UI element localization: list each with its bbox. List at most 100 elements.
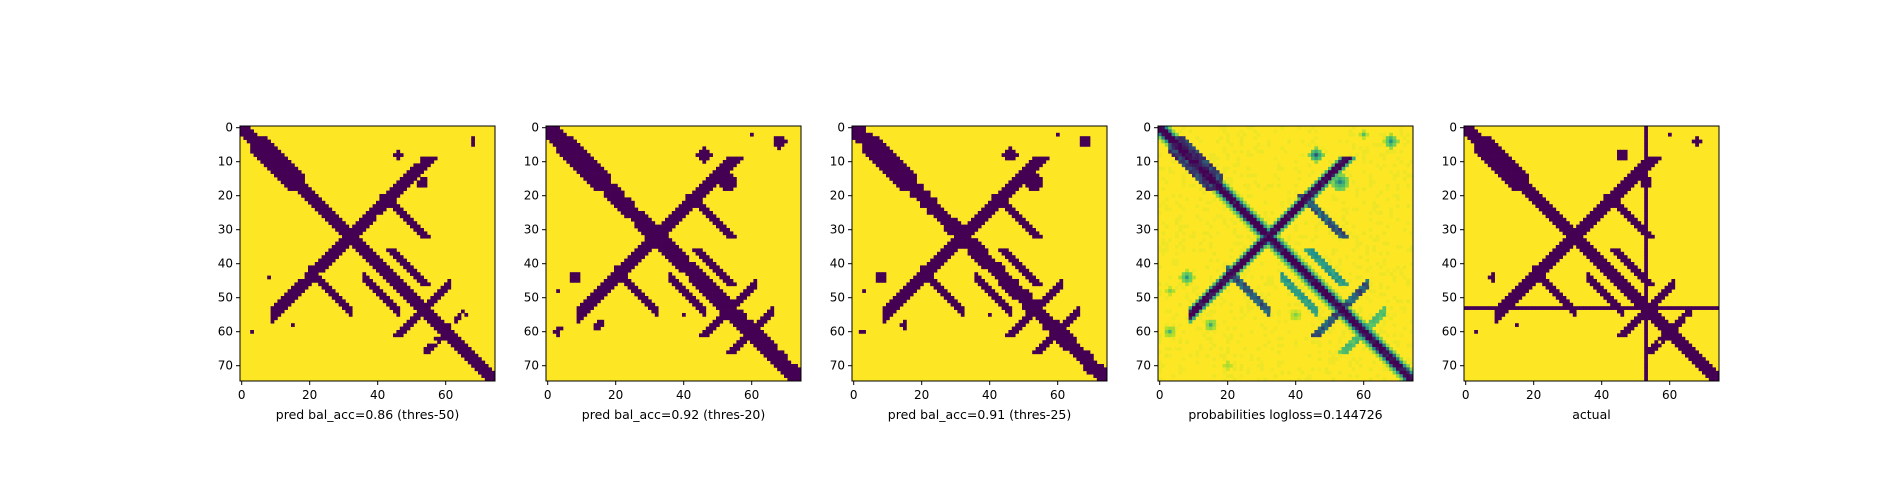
heatmap-cell: [1222, 275, 1227, 280]
heatmap-cell: [423, 313, 428, 317]
heatmap-cell: [1232, 275, 1237, 280]
heatmap-cell: [338, 302, 343, 307]
heatmap-cell: [1300, 248, 1305, 253]
heatmap-cell: [393, 197, 397, 202]
heatmap-cell: [389, 190, 394, 195]
heatmap-cell: [661, 231, 666, 236]
heatmap-cell: [1297, 204, 1302, 208]
heatmap-cell: [610, 194, 615, 198]
heatmap-cell: [882, 279, 887, 283]
heatmap-cell: [1280, 217, 1285, 222]
heatmap-cell: [892, 177, 897, 181]
heatmap-cell: [447, 285, 452, 290]
heatmap-cell: [1382, 306, 1387, 310]
heatmap-cell: [1338, 183, 1342, 188]
heatmap-cell: [1402, 367, 1407, 372]
heatmap-cell: [950, 231, 955, 236]
heatmap-cell: [882, 143, 887, 147]
heatmap-cell: [240, 126, 244, 130]
heatmap-cell: [1464, 126, 1468, 130]
heatmap-cell: [886, 306, 890, 310]
heatmap-cell: [644, 238, 649, 242]
heatmap-cell: [1348, 160, 1353, 164]
heatmap-cell: [1222, 367, 1227, 372]
heatmap-cell: [1260, 302, 1264, 307]
heatmap-cell: [610, 275, 615, 280]
heatmap-cell: [716, 173, 720, 178]
heatmap-cell: [903, 183, 907, 188]
heatmap-cell: [1192, 156, 1196, 161]
heatmap-cell: [1511, 180, 1516, 185]
heatmap-cell: [1236, 160, 1240, 164]
heatmap-cell: [427, 319, 431, 324]
heatmap-cell: [566, 156, 571, 161]
heatmap-cell: [736, 323, 741, 327]
heatmap-cell: [998, 262, 1002, 266]
heatmap-cell: [597, 170, 601, 174]
heatmap-cell: [1205, 207, 1210, 212]
heatmap-cell: [1623, 183, 1628, 188]
heatmap-cell: [787, 370, 792, 375]
heatmap-cell: [1175, 156, 1179, 161]
heatmap-cell: [971, 241, 975, 246]
heatmap-cell: [1304, 377, 1308, 382]
heatmap-cell: [1647, 156, 1652, 161]
heatmap-cell: [1022, 217, 1026, 222]
heatmap-cell: [709, 217, 713, 222]
heatmap-cell: [393, 187, 397, 191]
heatmap-cell: [365, 211, 370, 215]
heatmap-cell: [954, 231, 958, 236]
heatmap-cell: [549, 139, 554, 144]
heatmap-cell: [1195, 326, 1200, 331]
heatmap-cell: [974, 258, 979, 263]
heatmap-cell: [365, 217, 370, 222]
heatmap-cell: [1192, 183, 1196, 188]
heatmap-cell: [1321, 221, 1325, 225]
heatmap-cell: [1341, 173, 1346, 178]
heatmap-cell: [1161, 139, 1166, 144]
heatmap-cell: [1090, 360, 1094, 365]
heatmap-cell: [1212, 292, 1217, 297]
heatmap-cell: [328, 214, 333, 219]
heatmap-cell: [879, 275, 883, 280]
heatmap-cell: [1249, 217, 1254, 222]
heatmap-cell: [1518, 170, 1523, 174]
heatmap-cell: [631, 217, 635, 222]
heatmap-cell: [410, 292, 414, 297]
heatmap-cell: [1249, 211, 1254, 215]
heatmap-cell: [260, 156, 265, 161]
y-tick-label: 50: [524, 291, 539, 305]
heatmap-cell: [1079, 143, 1084, 147]
heatmap-cell: [1644, 153, 1648, 157]
heatmap-cell: [481, 364, 486, 368]
heatmap-cell: [716, 323, 720, 327]
heatmap-cell: [1015, 180, 1019, 185]
heatmap-cell: [556, 330, 560, 334]
heatmap-cell: [1304, 282, 1308, 287]
heatmap-cell: [1260, 217, 1264, 222]
heatmap-cell: [756, 340, 761, 344]
heatmap-cell: [1317, 282, 1322, 287]
heatmap-cell: [882, 319, 887, 324]
heatmap-cell: [1300, 194, 1305, 198]
heatmap-cell: [1198, 163, 1203, 168]
heatmap-cell: [1338, 347, 1342, 351]
heatmap-cell: [1164, 241, 1169, 246]
heatmap-cell: [1508, 163, 1512, 168]
heatmap-cell: [1477, 136, 1482, 140]
heatmap-cell: [1328, 296, 1332, 300]
heatmap-cell: [297, 183, 302, 188]
heatmap-cell: [722, 309, 727, 314]
heatmap-cell: [930, 211, 934, 215]
heatmap-cell: [1375, 238, 1380, 242]
heatmap-cell: [1158, 340, 1162, 344]
heatmap-cell: [403, 187, 407, 191]
heatmap-cell: [246, 129, 251, 134]
heatmap-cell: [1630, 177, 1635, 181]
heatmap-cell: [573, 146, 577, 151]
heatmap-cell: [695, 272, 700, 276]
heatmap-cell: [450, 343, 455, 348]
heatmap-cell: [410, 316, 414, 321]
heatmap-cell: [1409, 319, 1414, 324]
heatmap-cell: [882, 166, 887, 171]
